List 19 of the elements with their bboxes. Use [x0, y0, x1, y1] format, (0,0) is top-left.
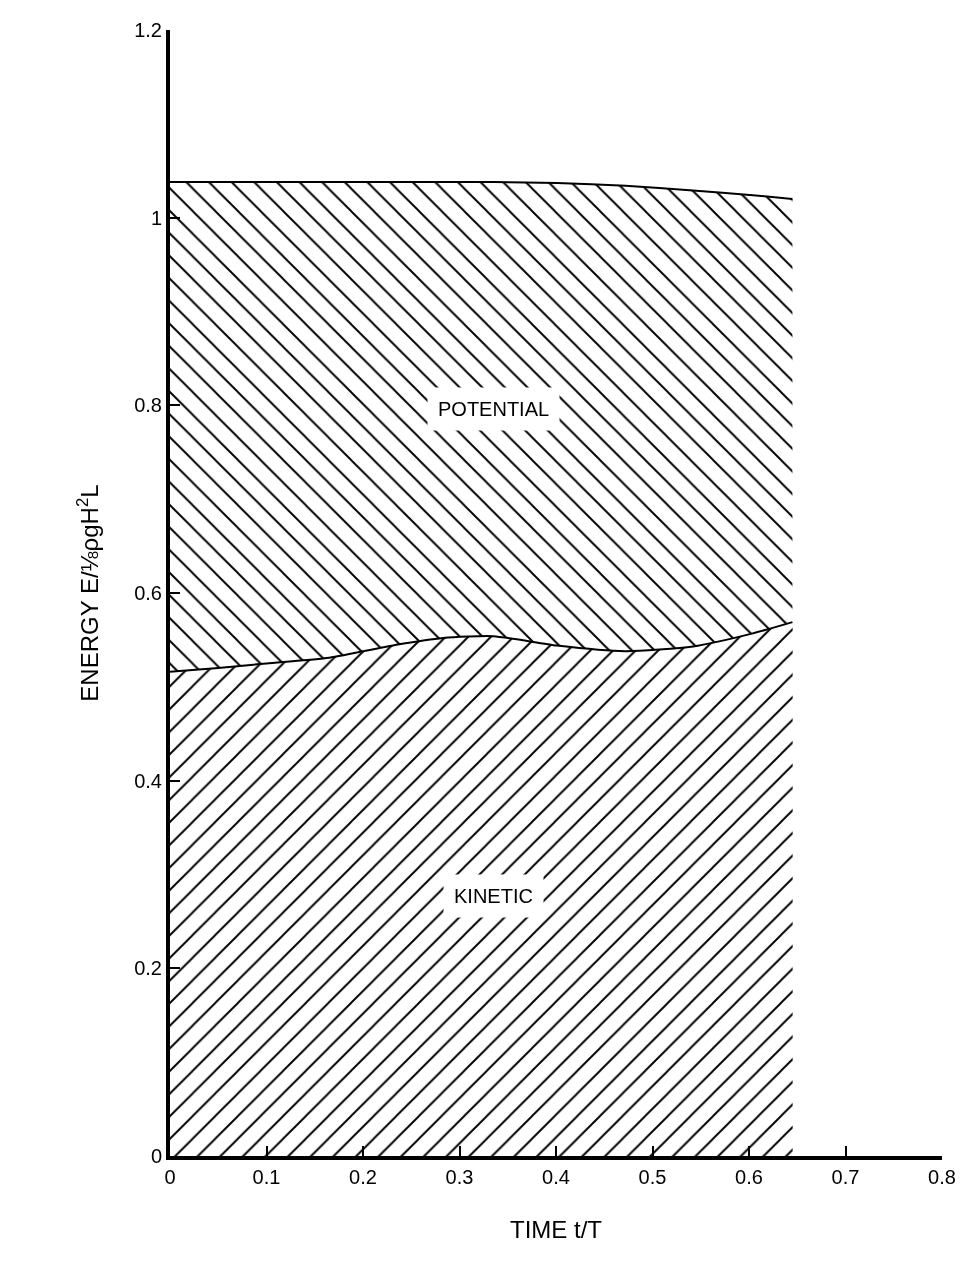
x-tick-label: 0.6 [735, 1166, 763, 1188]
y-tick-label: 0.2 [134, 957, 162, 980]
y-tick-label: 1 [150, 206, 162, 229]
x-tick-label: 0.2 [349, 1166, 377, 1188]
x-tick-label: 0.3 [445, 1166, 474, 1188]
x-tick-label: 0.5 [638, 1166, 667, 1188]
x-tick-label: 0.8 [928, 1166, 956, 1188]
x-tick-label: 0.4 [542, 1166, 570, 1188]
x-tick-label: 0 [164, 1166, 176, 1188]
x-tick-label: 0.1 [252, 1166, 281, 1188]
y-tick-label: 0.8 [134, 394, 162, 417]
y-tick-label: 1.2 [134, 19, 162, 41]
y-tick-label: 0.6 [134, 582, 162, 604]
y-tick-label: 0 [150, 1145, 162, 1167]
series-label: KINETIC [454, 885, 533, 907]
x-tick-label: 0.7 [831, 1166, 860, 1188]
y-tick-label: 0.4 [134, 769, 162, 792]
x-axis-title: TIME t/T [510, 1215, 603, 1243]
series-label: POTENTIAL [438, 398, 550, 420]
